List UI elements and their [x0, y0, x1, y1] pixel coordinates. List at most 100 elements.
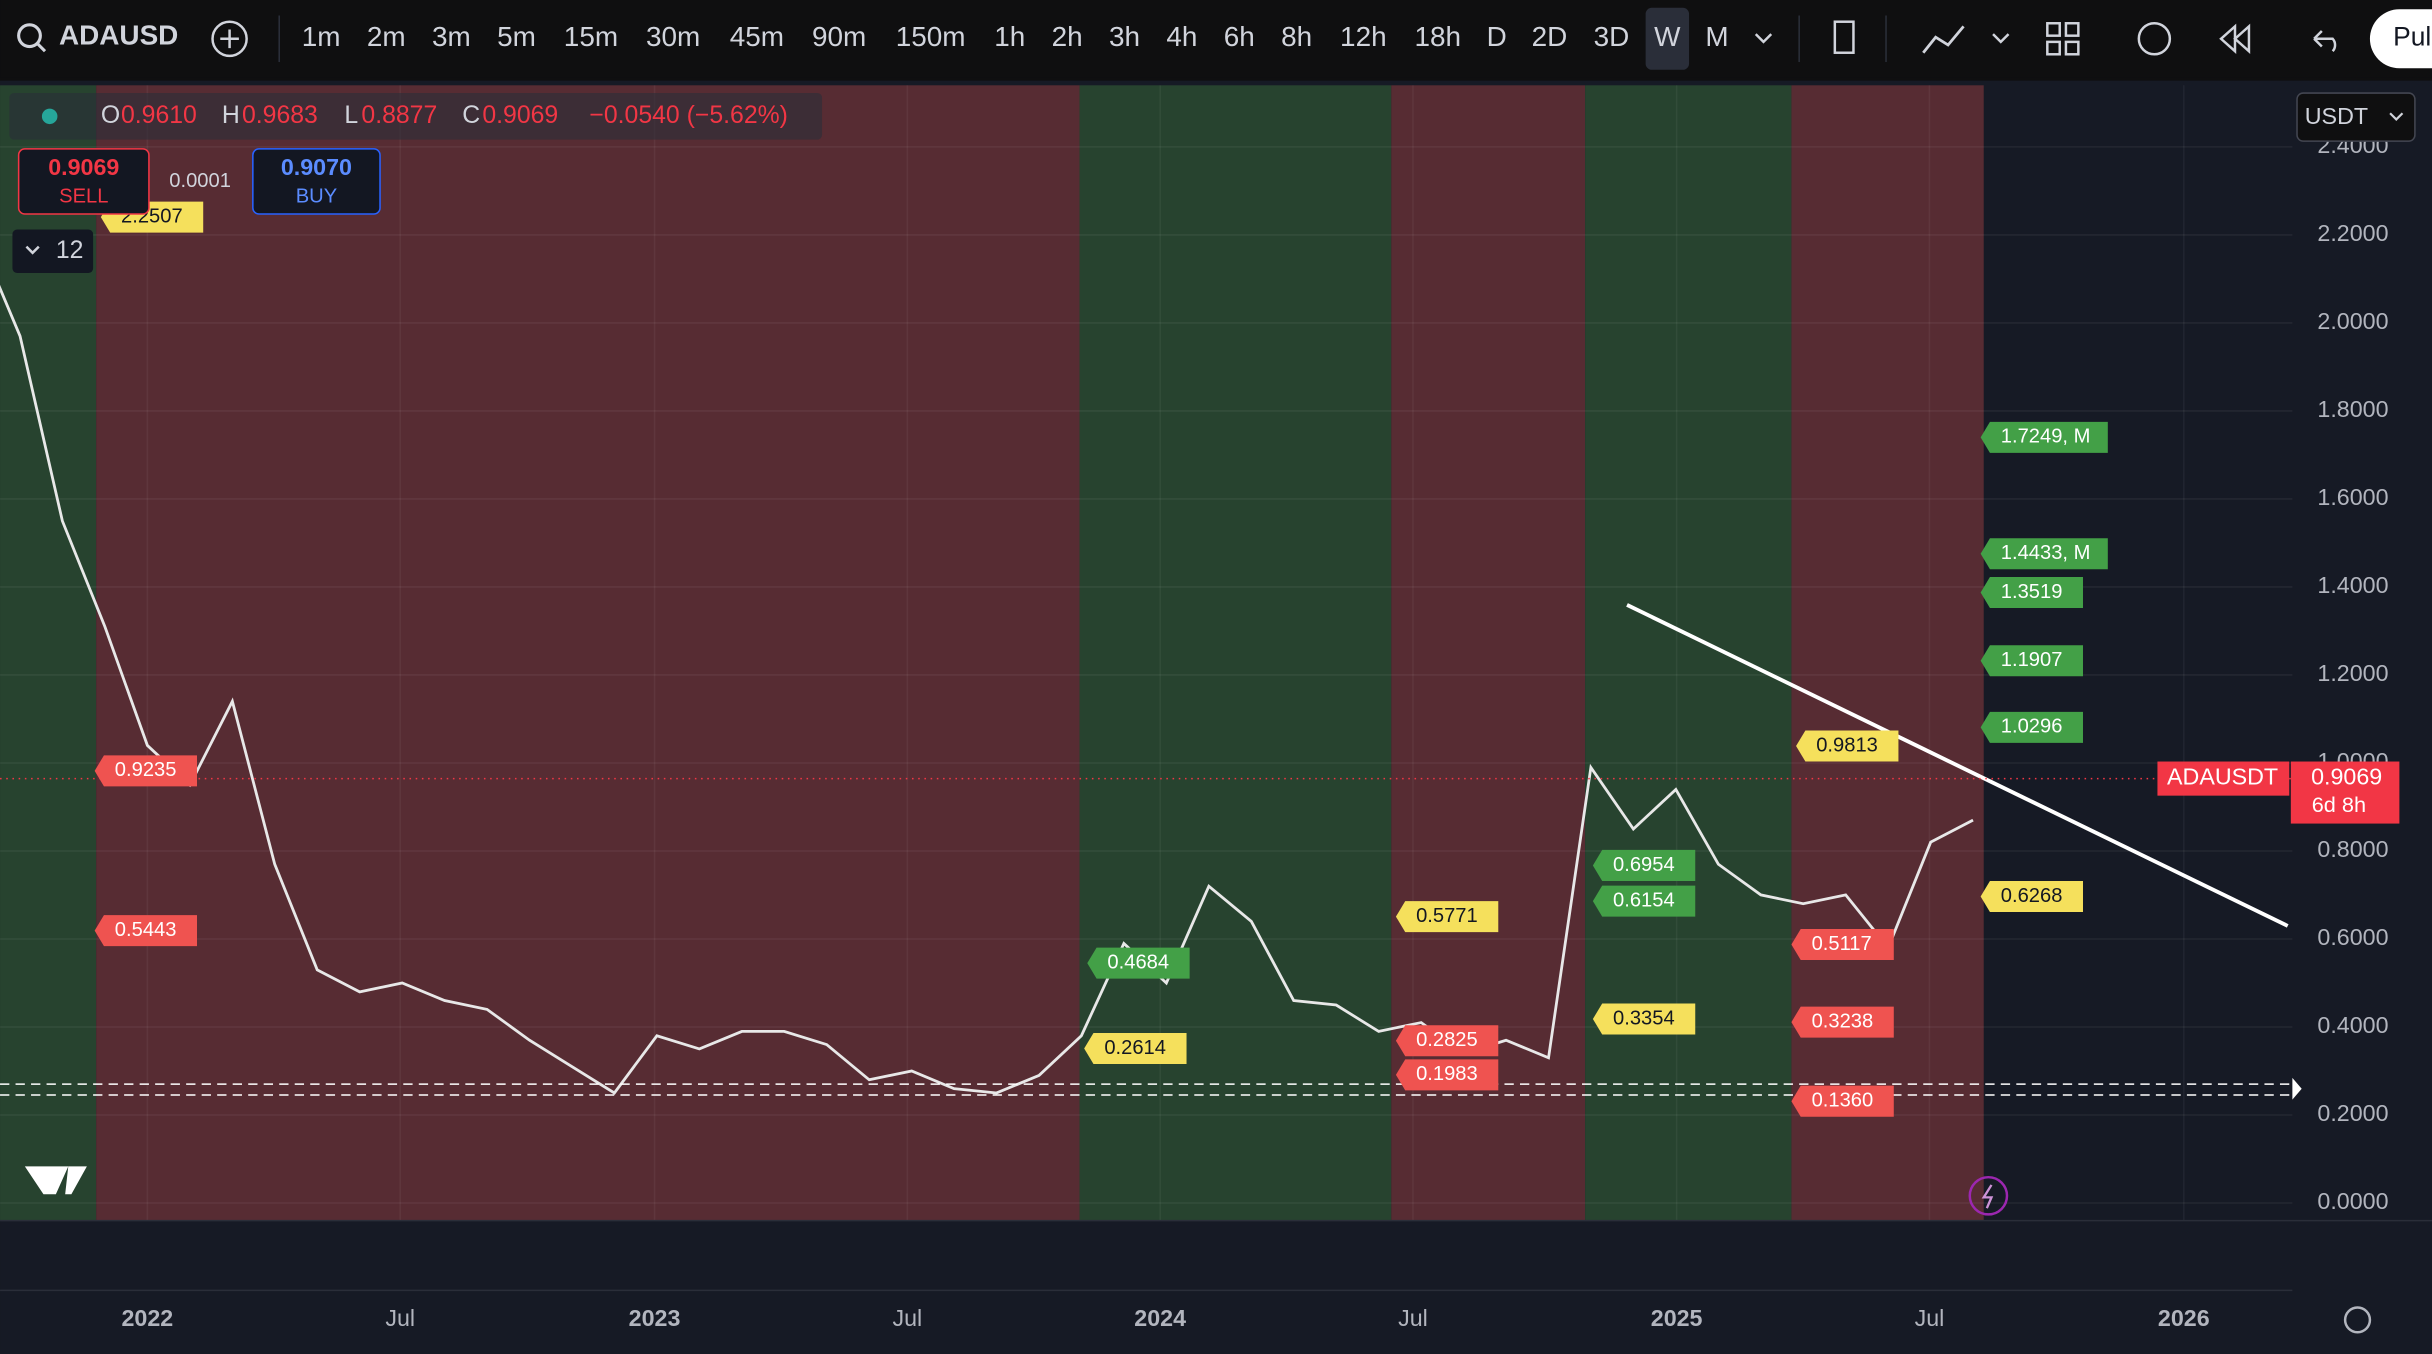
search-icon[interactable]	[17, 23, 42, 49]
legend-low: 0.8877	[361, 102, 437, 129]
level-tag-label: 0.5771	[1416, 905, 1478, 927]
replay-icon[interactable]	[2219, 23, 2251, 54]
legend-open-label: O	[101, 102, 120, 129]
price-tag-value: 0.9069	[2311, 764, 2382, 790]
add-symbol[interactable]	[211, 20, 248, 58]
currency-select[interactable]	[2296, 92, 2416, 142]
collapse-icon	[25, 245, 40, 255]
indicators-toggle[interactable]	[12, 229, 94, 273]
timeframe[interactable]: 150m	[896, 21, 966, 52]
level-tag-label: 0.4684	[1107, 951, 1169, 973]
more-timeframes[interactable]	[1754, 33, 1773, 44]
level-tag-label: 1.0296	[2001, 716, 2063, 738]
settings-icon[interactable]	[2343, 1306, 2372, 1334]
price-tag-countdown: 6d 8h	[2312, 792, 2366, 817]
y-tick-label: 1.8000	[2317, 396, 2388, 422]
y-tick-label: 0.2000	[2317, 1100, 2388, 1126]
timeframe[interactable]: 12h	[1340, 21, 1387, 52]
lightning-icon[interactable]	[1968, 1175, 2009, 1216]
legend-low-label: L	[344, 102, 358, 129]
x-tick-label: Jul	[892, 1305, 922, 1331]
buy-label: BUY	[296, 185, 337, 207]
level-tag-label: 0.5443	[115, 919, 177, 941]
timeframe[interactable]: W	[1654, 21, 1681, 52]
bull-zone	[1079, 85, 1392, 1221]
level-tag	[1980, 645, 2083, 677]
line-handle	[2292, 1077, 2302, 1100]
y-tick-label: 1.2000	[2317, 660, 2388, 686]
symbol-tag-label: ADAUSDT	[2167, 764, 2278, 790]
timeframe[interactable]: D	[1487, 21, 1507, 52]
level-tag-label: 0.1983	[1416, 1063, 1478, 1085]
timeframe[interactable]: 18h	[1415, 21, 1462, 52]
timeframe[interactable]: 3h	[1109, 21, 1140, 52]
undo-icon[interactable]	[2313, 30, 2337, 53]
trendline	[1626, 603, 2289, 928]
currency-caret	[2389, 112, 2404, 121]
add-symbol-icon	[220, 29, 239, 49]
legend-close: 0.9069	[482, 102, 558, 129]
level-tag-label: 0.6954	[1613, 854, 1675, 876]
level-tag	[1084, 1032, 1187, 1064]
level-tag-label: 0.9813	[1816, 734, 1878, 756]
sell-price: 0.9069	[48, 154, 119, 180]
legend-high: 0.9683	[242, 102, 318, 129]
layout-icon[interactable]	[2046, 22, 2080, 56]
publish-button[interactable]	[2369, 9, 2432, 69]
indicators-count: 12	[56, 237, 84, 264]
timeframe[interactable]: 2m	[367, 21, 406, 52]
level-tag	[1592, 849, 1696, 881]
timeframe[interactable]: 2h	[1052, 21, 1083, 52]
search-icon	[36, 42, 47, 53]
indicators-icon[interactable]	[1922, 25, 1965, 54]
timeframe[interactable]: M	[1705, 21, 1728, 52]
bull-zone	[0, 85, 97, 1221]
timeframe[interactable]: 1h	[994, 21, 1025, 52]
x-tick-label: Jul	[1398, 1305, 1428, 1331]
sell-button[interactable]	[17, 148, 150, 215]
timeframe[interactable]: 3m	[432, 21, 471, 52]
status-dot	[41, 108, 58, 125]
timeframe[interactable]: 90m	[812, 21, 866, 52]
price-tag	[2290, 761, 2400, 824]
timeframe[interactable]: 4h	[1166, 21, 1197, 52]
level-tag	[1980, 711, 2083, 743]
legend-high-label: H	[222, 102, 240, 129]
x-tick-label: 2022	[122, 1305, 174, 1331]
timeframe[interactable]: 3D	[1594, 21, 1630, 52]
alert-icon[interactable]	[2137, 22, 2172, 56]
timeframe[interactable]: 15m	[564, 21, 618, 52]
level-tag	[1592, 885, 1696, 917]
timeframe[interactable]: 6h	[1224, 21, 1255, 52]
level-tag-label: 1.1907	[2001, 649, 2063, 671]
timeframe[interactable]: 5m	[497, 21, 536, 52]
y-tick-label: 2.0000	[2317, 308, 2388, 334]
currency: USDT	[2305, 103, 2368, 129]
level-tag-label: 0.9235	[115, 759, 177, 781]
y-tick-label: 0.8000	[2317, 836, 2388, 862]
timeframe[interactable]: 8h	[1281, 21, 1312, 52]
symbol[interactable]: ADAUSD	[59, 20, 178, 51]
price-line	[0, 284, 1974, 1095]
indicators-menu[interactable]	[1992, 33, 2010, 44]
publish-label: Pul	[2393, 22, 2431, 52]
level-tag	[1791, 1006, 1894, 1038]
level-tag	[1980, 576, 2083, 608]
buy-button[interactable]	[252, 148, 381, 215]
y-tick-label: 2.2000	[2317, 220, 2388, 246]
x-tick-label: Jul	[385, 1305, 415, 1331]
timeframe[interactable]: 30m	[646, 21, 700, 52]
candles-icon[interactable]	[1833, 20, 1855, 54]
y-tick-label: 0.6000	[2317, 924, 2388, 950]
level-tag	[94, 755, 198, 787]
timeframe[interactable]: 1m	[302, 21, 341, 52]
timeframe[interactable]: 2D	[1532, 21, 1568, 52]
x-tick-label: 2025	[1651, 1305, 1703, 1331]
level-tag-label: 0.6268	[2001, 885, 2063, 907]
level-tag-label: 1.4433, M	[2001, 542, 2091, 564]
timeframe[interactable]: 45m	[730, 21, 784, 52]
level-tag	[1087, 947, 1190, 979]
level-tag	[1980, 421, 2108, 453]
level-tag	[1592, 1003, 1696, 1035]
